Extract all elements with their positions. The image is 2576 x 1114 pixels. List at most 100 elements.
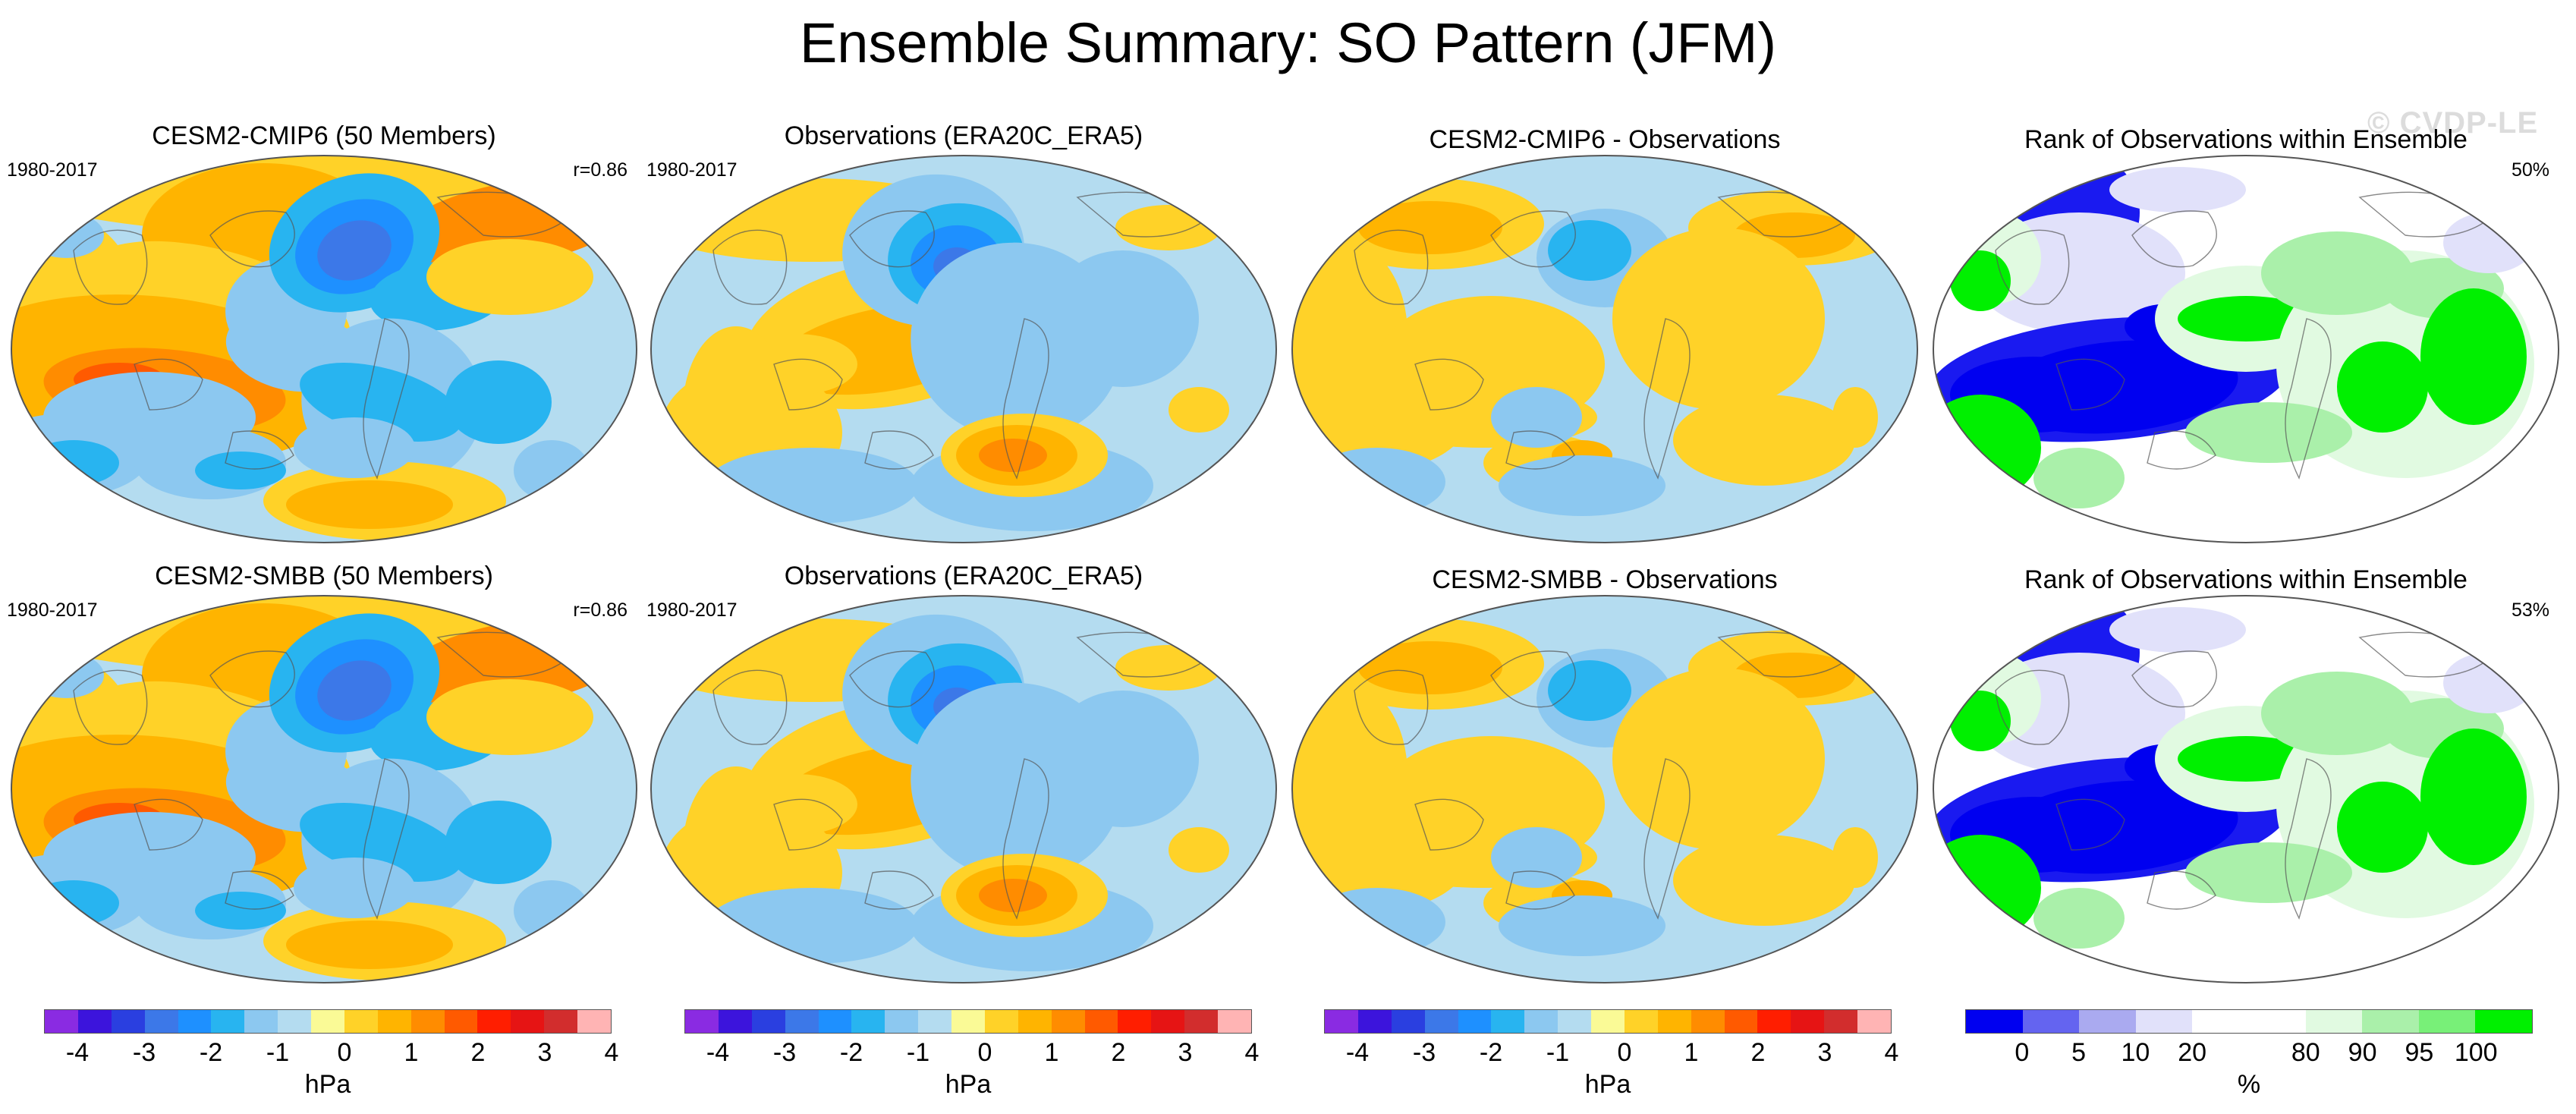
colorbar-swatch (785, 1010, 819, 1033)
colorbar-swatch (211, 1010, 245, 1033)
panel-title: CESM2-CMIP6 (50 Members) (152, 121, 496, 150)
field-region (317, 660, 392, 721)
colorbar-tick-label: -3 (1412, 1038, 1436, 1067)
field-region (28, 440, 119, 486)
coastline (134, 358, 203, 411)
colorbar-tick-label: -3 (132, 1038, 156, 1067)
field-region (286, 920, 453, 969)
coastline (1505, 870, 1575, 910)
field-region (1832, 827, 1878, 888)
field-region (2178, 296, 2314, 341)
colorbar-tick-label: -2 (1479, 1038, 1503, 1067)
coastline (712, 229, 788, 305)
colorbar-swatch (344, 1010, 378, 1033)
colorbar-tick-label: -2 (199, 1038, 223, 1067)
field-region (2420, 288, 2527, 425)
field-region (1168, 827, 1229, 873)
field-region (1673, 835, 1855, 926)
coastline (1643, 758, 1691, 920)
coastline (2147, 430, 2216, 470)
colorbar-swatch (1051, 1010, 1085, 1033)
colorbar-swatch (1966, 1010, 2023, 1033)
coastline (1995, 669, 2070, 745)
field-region (426, 679, 593, 755)
field-region (2261, 231, 2413, 315)
colorbar-unit: hPa (304, 1070, 351, 1099)
colorbar-swatch (685, 1010, 719, 1033)
map-obs-5 (650, 595, 1277, 983)
coastline (1414, 798, 1484, 851)
map-border (650, 155, 1277, 543)
period-label: 1980-2017 (646, 159, 738, 181)
coastline (1414, 358, 1484, 411)
colorbar-swatch (1325, 1010, 1358, 1033)
colorbar-tick-label: -1 (1546, 1038, 1570, 1067)
colorbar-tick-label: 0 (1617, 1038, 1632, 1067)
colorbar (1965, 1009, 2533, 1034)
coastline (2055, 798, 2125, 851)
field-region (514, 880, 590, 941)
coastline (73, 229, 148, 305)
field-region (445, 360, 552, 444)
map-border (650, 595, 1277, 983)
correlation-label: r=0.86 (573, 599, 627, 621)
map-border (11, 155, 637, 543)
watermark: © CVDP-LE (2367, 106, 2539, 140)
field-region (294, 858, 415, 918)
colorbar-swatch (111, 1010, 145, 1033)
coastline (849, 210, 935, 268)
colorbar-swatch (1724, 1010, 1758, 1033)
field-region (2109, 607, 2246, 653)
field-region (2185, 402, 2352, 463)
map-model-4 (11, 595, 637, 983)
colorbar-tick-label: 0 (977, 1038, 992, 1067)
coastline (225, 430, 294, 470)
field-region (2178, 736, 2314, 782)
colorbar-tick-label: 20 (2178, 1038, 2207, 1067)
colorbar-swatch (2192, 1010, 2249, 1033)
coastline (2147, 870, 2216, 910)
coastline (363, 318, 410, 480)
colorbar-swatch (178, 1010, 212, 1033)
map-diff-6 (1291, 595, 1918, 983)
coastline (134, 798, 203, 851)
colorbar-tick-label: 0 (2015, 1038, 2030, 1067)
colorbar-swatch (2305, 1010, 2363, 1033)
period-label: 1980-2017 (7, 599, 98, 621)
colorbar-tick-label: 4 (1244, 1038, 1260, 1067)
field-region (706, 888, 918, 964)
colorbar-swatch (244, 1010, 278, 1033)
field-region (979, 439, 1047, 472)
period-label: 1980-2017 (646, 599, 738, 621)
colorbar-swatch (45, 1010, 78, 1033)
colorbar-swatch (1084, 1010, 1118, 1033)
colorbar-swatch (1757, 1010, 1791, 1033)
coastline (2131, 210, 2217, 268)
coastline (209, 210, 295, 268)
field-region (2109, 167, 2246, 212)
coastline (849, 650, 935, 708)
colorbar-tick-label: 3 (537, 1038, 552, 1067)
colorbar-swatch (511, 1010, 545, 1033)
coastline (773, 358, 843, 411)
field-region (1950, 691, 2011, 751)
colorbar-swatch (1184, 1010, 1218, 1033)
colorbar-swatch (951, 1010, 985, 1033)
colorbar-tick-label: 3 (1178, 1038, 1193, 1067)
colorbar-unit: hPa (945, 1070, 992, 1099)
panel-title: CESM2-SMBB - Observations (1432, 565, 1778, 594)
colorbar-swatch (1624, 1010, 1658, 1033)
colorbar-tick-label: 1 (404, 1038, 419, 1067)
colorbar-tick-label: 2 (470, 1038, 486, 1067)
field-region (1548, 660, 1631, 721)
colorbar-tick-label: -1 (266, 1038, 290, 1067)
colorbar-unit: % (2237, 1070, 2261, 1099)
panel-title: CESM2-CMIP6 - Observations (1429, 125, 1781, 154)
colorbar-swatch (2135, 1010, 2193, 1033)
colorbar-swatch (851, 1010, 885, 1033)
field-region (1491, 827, 1582, 888)
colorbar-swatch (1458, 1010, 1492, 1033)
colorbar-swatch (2475, 1010, 2532, 1033)
field-region (28, 880, 119, 926)
coastline (773, 798, 843, 851)
